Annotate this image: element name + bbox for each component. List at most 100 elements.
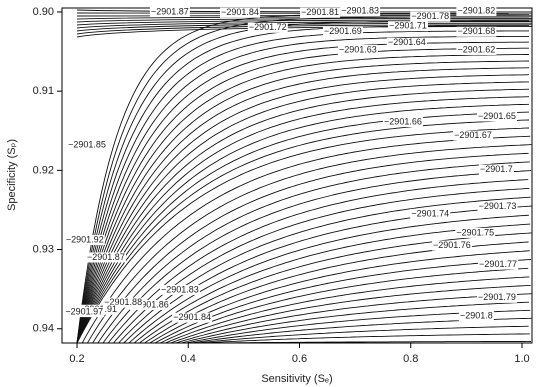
- contour-label: −2901.63: [339, 44, 377, 54]
- contour-line: [76, 25, 529, 344]
- contour-line: [76, 74, 530, 344]
- contour-label: −2901.74: [411, 208, 449, 218]
- contour-label: −2901.79: [478, 292, 516, 302]
- contour-label: −2901.97: [65, 306, 103, 316]
- contour-line: [160, 267, 529, 344]
- contour-line: [175, 293, 532, 344]
- contour-line: [76, 25, 533, 38]
- contour-label-bg: [476, 292, 517, 303]
- x-tick-label: 0.8: [403, 353, 418, 365]
- contour-label-bg: [478, 259, 519, 270]
- contour-line: [113, 187, 530, 344]
- contour-label-bg: [103, 297, 144, 308]
- contour-line: [201, 333, 530, 344]
- contour-line: [76, 35, 529, 344]
- contour-label: −2901.78: [411, 11, 449, 21]
- contour-line: [76, 111, 530, 344]
- y-tick-label: 0.93: [33, 243, 54, 255]
- contour-label-bg: [455, 227, 496, 238]
- contour-label-bg: [431, 240, 472, 251]
- contour-label-bg: [476, 111, 517, 122]
- contour-line: [76, 21, 533, 29]
- contour-line: [76, 24, 533, 35]
- contour-label-bg: [478, 164, 514, 175]
- contour-line: [76, 13, 529, 344]
- contour-line: [165, 276, 530, 344]
- contour-line: [87, 144, 532, 344]
- contour-label: −2901.64: [388, 37, 426, 47]
- contour-label-bg: [67, 140, 108, 151]
- contour-line: [76, 54, 529, 344]
- contour-label-bg: [247, 22, 288, 33]
- contour-label: −2901.85: [68, 139, 106, 149]
- contour-label: −2901.8: [460, 310, 493, 320]
- contour-label: −2901.77: [479, 259, 517, 269]
- contour-label-bg: [340, 6, 381, 17]
- contour-label: −2901.71: [389, 21, 427, 31]
- contour-label: −2901.65: [478, 111, 516, 121]
- contour-label: −2901.88: [104, 297, 142, 307]
- y-tick-label: 0.91: [33, 85, 54, 97]
- plot-frame: [61, 7, 533, 344]
- x-tick-label: 0.4: [181, 353, 196, 365]
- contour-label: −2901.84: [221, 7, 259, 17]
- contour-label-bg: [300, 7, 341, 18]
- contour-label-bg: [64, 307, 105, 318]
- contour-label: −2901.84: [173, 312, 211, 322]
- x-tick-label: 1.0: [514, 353, 529, 365]
- contour-label: −2901.75: [456, 227, 494, 237]
- contour-label: −2901.73: [479, 201, 517, 211]
- contour-label: −2901.81: [301, 7, 339, 17]
- contour-label-bg: [453, 130, 494, 141]
- contour-label-bg: [456, 6, 497, 17]
- contour-line: [76, 96, 530, 344]
- contour-line: [76, 22, 533, 32]
- contour-label-bg: [64, 235, 105, 246]
- contour-line: [92, 152, 529, 344]
- contour-line: [76, 67, 529, 344]
- contour-label: −2901.68: [457, 26, 495, 36]
- contour-line: [97, 161, 530, 344]
- contour-label: −2901.83: [161, 284, 199, 294]
- contour-label-bg: [382, 117, 423, 128]
- contour-line: [139, 232, 532, 344]
- contour-label: −2901.69: [324, 26, 362, 36]
- contour-line: [107, 179, 529, 344]
- contour-label-bg: [337, 44, 378, 55]
- contour-line: [76, 60, 530, 344]
- y-axis-label: Specificity (Sₚ): [6, 139, 18, 211]
- contour-line: [196, 325, 529, 344]
- contour-label-bg: [386, 37, 427, 48]
- contour-label-bg: [456, 44, 497, 55]
- contour-lines: [76, 9, 533, 344]
- x-tick-label: 0.6: [292, 353, 307, 365]
- contour-label-bg: [172, 312, 213, 323]
- contour-label-bg: [458, 311, 494, 322]
- x-axis-label: Sensitivity (Sₑ): [261, 373, 332, 385]
- contour-label: −2901.87: [87, 252, 125, 262]
- contour-line: [118, 196, 531, 344]
- contour-line: [76, 103, 530, 344]
- contour-label: −2901.83: [341, 6, 379, 16]
- contour-line: [149, 250, 530, 344]
- contour-label-bg: [456, 26, 497, 37]
- contour-line: [76, 41, 530, 344]
- contour-label-bg: [477, 201, 518, 212]
- contour-label-bg: [219, 7, 260, 18]
- contour-label-bg: [129, 299, 170, 310]
- contour-label: −2901.72: [249, 22, 287, 32]
- x-tick-label: 0.2: [69, 353, 84, 365]
- contour-label: −2901.92: [66, 234, 104, 244]
- contour-line: [170, 284, 531, 344]
- contour-label-bg: [159, 284, 200, 295]
- y-tick-label: 0.94: [33, 323, 54, 335]
- contour-label: −2901.87: [151, 6, 189, 16]
- contour-label: −2901.67: [454, 130, 492, 140]
- contour-line: [76, 30, 529, 344]
- contour-line: [76, 47, 529, 344]
- contour-label: −2901.86: [131, 299, 169, 309]
- contour-label-bg: [387, 21, 428, 32]
- contour-label-bg: [322, 26, 363, 37]
